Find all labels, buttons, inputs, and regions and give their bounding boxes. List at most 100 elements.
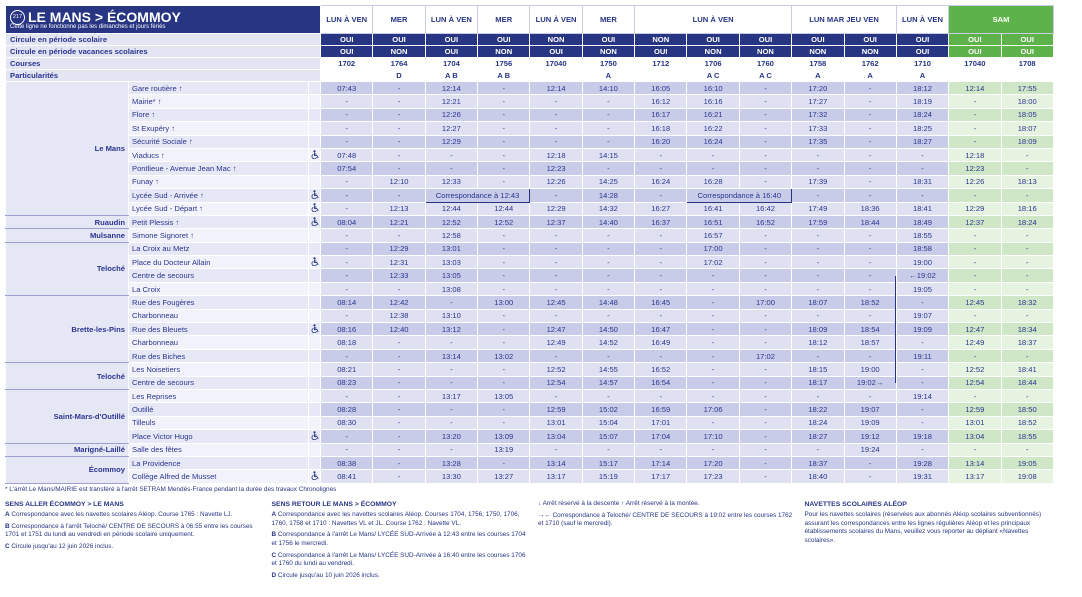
stop-row: Mulsanne Simone Signoret ↑ - -12:58- - - -16:5… (5, 228, 1054, 243)
time: - (372, 121, 426, 136)
accessibility (307, 429, 322, 444)
time: 12:54 (529, 375, 583, 390)
day-header: MER (372, 5, 426, 34)
time: 08:41 (320, 469, 374, 484)
meta-value: 1710 (895, 57, 950, 70)
time: - (738, 362, 793, 377)
time: - (372, 188, 426, 203)
time: - (895, 375, 950, 390)
meta-value: OUI (895, 45, 950, 58)
time: 08:04 (320, 214, 374, 230)
time: 15:17 (581, 455, 636, 471)
time: - (686, 415, 740, 431)
meta-value: OUI (948, 45, 1002, 58)
time: 08:21 (320, 362, 374, 377)
time: - (738, 241, 793, 257)
time: - (372, 442, 426, 457)
meta-value: OUI (320, 33, 374, 46)
time: - (477, 268, 531, 283)
time: 13:01 (948, 415, 1002, 431)
time: - (477, 228, 531, 243)
time: 12:52 (529, 362, 583, 377)
town: Marigné-Laillé (5, 442, 129, 457)
time: - (477, 335, 531, 350)
time: - (738, 455, 793, 471)
header-row: 217 LE MANS > ÉCOMMOY Cette ligne ne fonct… (4, 5, 1054, 34)
footer-column: NAVETTES SCOLAIRES ALÉOP Pour les navette… (805, 500, 1060, 549)
time: - (372, 362, 426, 377)
time: 13:14 (424, 348, 479, 364)
day-header: LUN À VEN (320, 5, 374, 34)
time: 07:48 (320, 147, 374, 163)
time: 19:07 (895, 308, 950, 324)
meta-value: OUI (477, 33, 531, 46)
stop-row: Charbonneau -12:38 13:10- - - - - - - -19:07- - (6, 308, 1054, 324)
time: 12:49 (529, 335, 583, 350)
time: - (791, 161, 845, 176)
time: 16:51 (686, 214, 740, 230)
title-line: 217 LE MANS > ÉCOMMOY (10, 9, 320, 25)
stop-row: Place du Docteur Allain -12:31 13:03- - - -17… (6, 255, 1054, 270)
time: 16:17 (634, 107, 688, 123)
time: 17:17 (634, 469, 688, 484)
meta-value (634, 69, 688, 82)
accessibility (307, 161, 322, 176)
time: - (895, 147, 950, 163)
time: 16:21 (686, 107, 740, 123)
time: 18:09 (791, 322, 845, 337)
accessibility-icon (311, 203, 319, 213)
stop-row: Funay ↑ -12:10 12:33-12:26 14:25 16:24 16:28-… (6, 174, 1054, 190)
accessibility (307, 268, 322, 283)
meta-value: OUI (738, 33, 793, 46)
time: - (372, 94, 426, 109)
stop-row: Viaducs ↑ 07:48- - -12:18 14:15- - - - - -12:18- (6, 147, 1054, 163)
day-header: LUN À VEN (424, 5, 479, 34)
time: 19:14 (895, 388, 950, 404)
accessibility (307, 214, 322, 230)
time: - (686, 335, 740, 350)
time: - (843, 388, 897, 404)
timetable: 217 LE MANS > ÉCOMMOY Cette ligne ne fonct… (4, 5, 1054, 484)
time: - (581, 161, 636, 176)
stop-name: Charbonneau (128, 335, 309, 350)
time: 17:55 (1000, 80, 1054, 96)
time: - (686, 322, 740, 337)
time: - (529, 348, 583, 364)
time: - (948, 281, 1002, 297)
time: 18:31 (895, 174, 950, 190)
time: - (529, 107, 583, 123)
stop-row: Rue des Bleuets 08:16 12:40 13:12-12:47 14:5… (6, 322, 1054, 337)
time: 13:05 (477, 388, 531, 404)
time: - (320, 281, 374, 297)
accessibility-icon (311, 190, 319, 199)
meta-label: Courses (4, 57, 322, 70)
time: 12:23 (529, 161, 583, 176)
time: 13:09 (477, 429, 531, 444)
time: - (372, 348, 426, 364)
footer-key: C (271, 551, 277, 559)
footer-key: C (5, 543, 10, 551)
time: 12:29 (529, 201, 583, 216)
time: - (424, 402, 479, 417)
time: 19:12 (843, 429, 897, 444)
stop-row: Pontlieue - Avenue Jean Mac ↑ 07:54- - -12:… (6, 161, 1054, 176)
time: 12:31 (372, 255, 426, 270)
day-header: SAM (948, 5, 1054, 34)
accessibility (307, 107, 322, 123)
time: - (634, 255, 688, 270)
accessibility (307, 281, 322, 297)
stop-name: Tilleuls (128, 415, 309, 431)
time: - (1000, 281, 1054, 297)
time: 16:22 (686, 121, 740, 136)
time: 12:52 (424, 214, 479, 230)
time: 12:18 (529, 147, 583, 163)
time: - (686, 375, 740, 390)
meta-label: Circule en période scolaire (4, 33, 322, 46)
stop-name: Charbonneau (128, 308, 309, 324)
time: 18:15 (791, 362, 845, 377)
accessibility (307, 255, 322, 270)
time: 07:54 (320, 161, 374, 176)
footer-key: →← (538, 511, 551, 519)
time: - (529, 255, 583, 270)
time: - (477, 255, 531, 270)
